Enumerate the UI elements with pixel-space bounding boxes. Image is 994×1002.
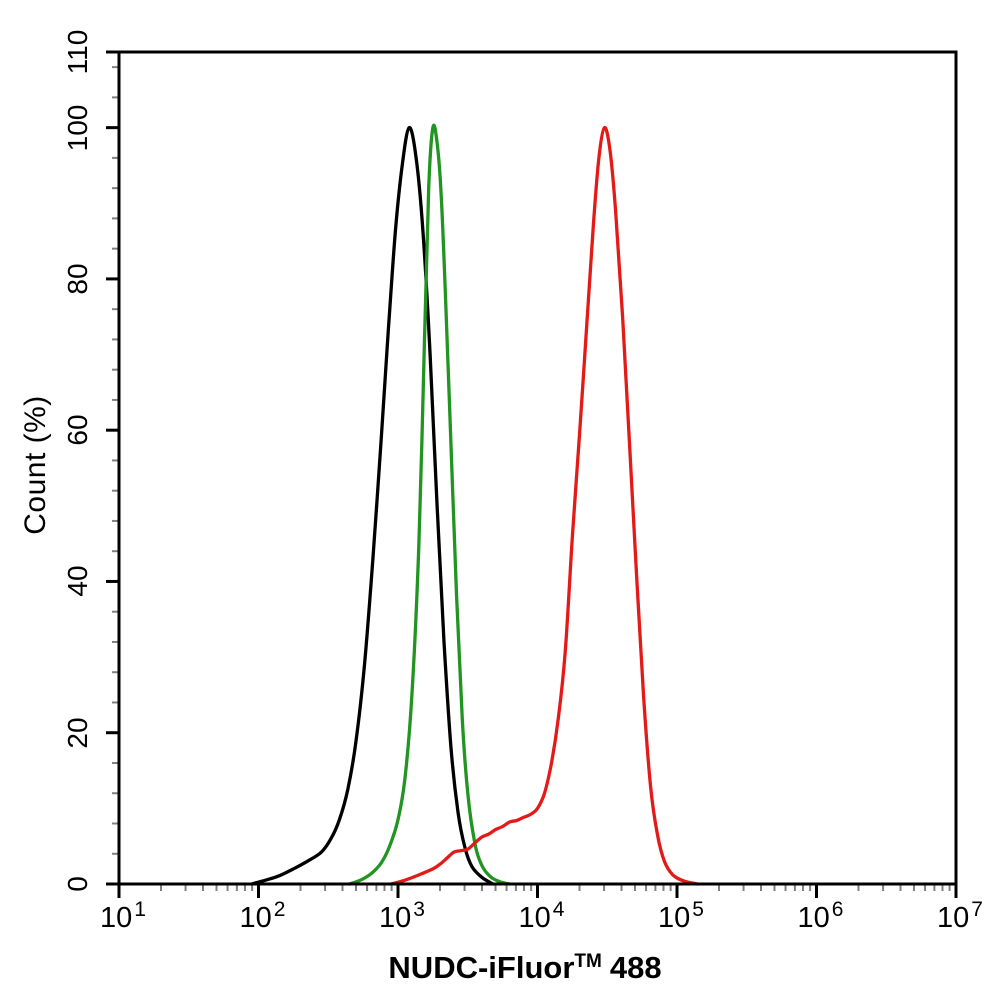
red-histogram <box>389 125 700 886</box>
black-histogram <box>249 125 495 886</box>
green-histogram <box>347 123 512 886</box>
plot-frame <box>117 50 958 886</box>
